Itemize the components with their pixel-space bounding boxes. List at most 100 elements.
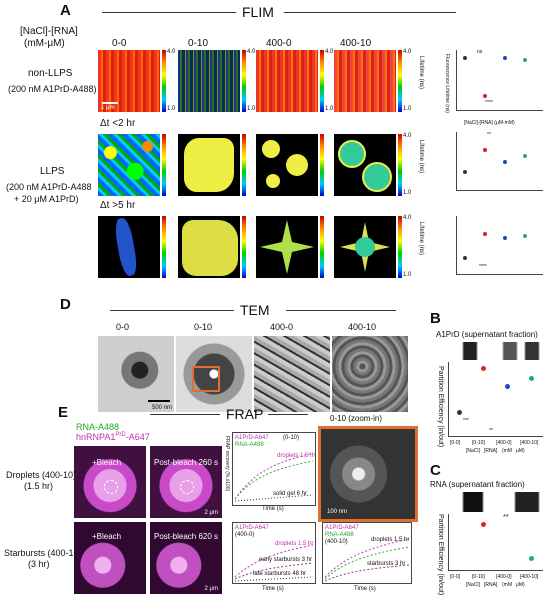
tem-title-rule-right bbox=[286, 310, 396, 311]
lifetime-label: Lifetime (ns) bbox=[418, 140, 424, 174]
frap-scale: 2 μm bbox=[204, 586, 218, 592]
panel-b-scatter: *** ** bbox=[448, 362, 543, 437]
frap-postbleach-label: Post-bleach 260 s bbox=[154, 458, 219, 467]
frap-plot2-a1: droplets 1.5 hr bbox=[275, 541, 314, 547]
data-point bbox=[529, 556, 534, 561]
tem-image-400-0 bbox=[254, 336, 330, 412]
flim-tile-r1-c4 bbox=[334, 50, 396, 112]
frap-plot2-a3: late starbursts 48 hr bbox=[253, 571, 307, 577]
panel-c-title: RNA (supernatant fraction) bbox=[430, 480, 525, 489]
panel-b-xunit-1: [RNA] bbox=[484, 448, 498, 454]
tem-title-rule-left bbox=[110, 310, 234, 311]
flim-title: FLIM bbox=[242, 4, 274, 20]
data-point bbox=[483, 148, 487, 152]
colorbar bbox=[398, 50, 402, 112]
tem-zoom-image: 100 nm bbox=[318, 426, 418, 522]
scalebar-label: 1 μm bbox=[101, 105, 115, 111]
tem-col-0: 0-0 bbox=[116, 322, 130, 332]
panel-b-xunit-2: (mM bbox=[502, 448, 512, 454]
flim-droplet bbox=[286, 154, 308, 176]
colorbar bbox=[320, 216, 324, 278]
colorbar-tick: 4.0 bbox=[325, 49, 334, 55]
sig-label: ** bbox=[503, 514, 509, 521]
data-point bbox=[463, 170, 467, 174]
flim-tile-r2-c3 bbox=[256, 134, 318, 196]
colorbar bbox=[398, 216, 402, 278]
frap-plot3-l2: RNA-A488 bbox=[325, 532, 354, 538]
tem-col-1: 0-10 bbox=[194, 322, 213, 332]
frap-legend-green: RNA-A488 bbox=[76, 422, 120, 432]
colorbar-tick: 1.0 bbox=[167, 106, 176, 112]
data-point bbox=[503, 160, 507, 164]
tem-image-400-10 bbox=[332, 336, 408, 412]
frap-plot3-a1: droplets 1.5 hr bbox=[371, 537, 410, 543]
data-point bbox=[463, 256, 467, 260]
panel-c-xunit-1: [RNA] bbox=[484, 582, 498, 588]
flim-title-rule-left bbox=[102, 12, 236, 13]
frap-plot2-a2: early starbursts 3 hr bbox=[259, 557, 313, 563]
row-llps-sublabel: (200 nM A1PrD-A488 bbox=[6, 182, 92, 192]
flim-scatter-3: **** bbox=[456, 216, 543, 275]
scalebar-line bbox=[102, 102, 118, 104]
flim-tile-r2-c4 bbox=[334, 134, 396, 196]
panel-b-xtick-3: [400-10] bbox=[520, 440, 539, 446]
row-nonllps-label: non-LLPS bbox=[28, 68, 73, 79]
flim-scatter-2: ** bbox=[456, 132, 543, 191]
colorbar-tick: 4.0 bbox=[403, 49, 412, 55]
flim-col-1: 0-10 bbox=[188, 38, 209, 49]
panel-c-scatter: ** bbox=[448, 514, 543, 571]
row-nonllps-sublabel: (200 nM A1PrD-A488) bbox=[8, 84, 97, 94]
sig-label: ns bbox=[477, 49, 483, 55]
row-llps-label: LLPS bbox=[40, 166, 65, 177]
panel-c-xunit-0: [NaCl] bbox=[466, 582, 480, 588]
condition-header: [NaCl]-[RNA] bbox=[20, 26, 78, 37]
condition-units: (mM-μM) bbox=[24, 38, 65, 49]
tem-zoom-scalebar: 100 nm bbox=[327, 509, 348, 515]
colorbar-tick: 1.0 bbox=[403, 190, 412, 196]
data-point bbox=[481, 366, 486, 371]
flim-col-2: 400-0 bbox=[266, 38, 292, 49]
frap-row1-sublabel: (1.5 hr) bbox=[24, 481, 54, 491]
flim-tile-r1-c2 bbox=[178, 50, 240, 112]
panel-b-xtick-2: [400-0] bbox=[496, 440, 512, 446]
colorbar-tick: 4.0 bbox=[167, 49, 176, 55]
sig-label: **** bbox=[479, 264, 487, 270]
frap-plot3-cond: (400-10) bbox=[325, 539, 348, 545]
flim-title-rule-right bbox=[284, 12, 456, 13]
tem-scalebar: 500 nm bbox=[151, 405, 172, 411]
colorbar bbox=[242, 50, 246, 112]
flim-droplet bbox=[262, 140, 280, 158]
frap-row2-label: Starbursts (400-10) bbox=[4, 548, 82, 558]
frap-plot1-cond: (0-10) bbox=[283, 435, 300, 441]
frap-ylabel: FRAP recovery (%,x100) bbox=[224, 436, 230, 492]
colorbar-tick: 4.0 bbox=[403, 215, 412, 221]
colorbar-tick: 4.0 bbox=[403, 133, 412, 139]
panel-label-b: B bbox=[430, 310, 441, 327]
frap-curves bbox=[234, 544, 314, 582]
frap-plot1-l2: RNA-A488 bbox=[235, 442, 264, 448]
colorbar bbox=[320, 50, 324, 112]
frap-title: FRAP bbox=[226, 406, 264, 422]
flim-tile-r3-c2 bbox=[178, 216, 240, 278]
data-point bbox=[503, 236, 507, 240]
data-point bbox=[523, 234, 527, 238]
lifetime-label: Lifetime (ns) bbox=[418, 222, 424, 256]
frap-plot2-l1: A1PrD-A647 bbox=[235, 525, 269, 531]
gel-band-image bbox=[442, 342, 542, 360]
flim-tile-r1-c1: 1 μm bbox=[98, 50, 160, 112]
data-point bbox=[483, 94, 487, 98]
flim-tile-r3-c1 bbox=[98, 216, 160, 278]
scatter-ylabel: Fluorescence Lifetime (ns) bbox=[444, 54, 450, 113]
frap-droplet-postbleach: Post-bleach 260 s 2 μm bbox=[150, 446, 222, 518]
frap-droplet-prebleach: +Bleach bbox=[74, 446, 146, 518]
flim-tile-r3-c3 bbox=[256, 216, 318, 278]
data-point bbox=[483, 232, 487, 236]
frap-plot-3: A1PrD-A647 RNA-A488 (400-10) droplets 1.… bbox=[322, 522, 412, 584]
panel-b-xunit-3: μM) bbox=[516, 448, 525, 454]
frap-row2-sublabel: (3 hr) bbox=[28, 559, 50, 569]
bleach-roi bbox=[180, 480, 194, 494]
frap-scale: 2 μm bbox=[204, 510, 218, 516]
colorbar bbox=[320, 134, 324, 196]
flim-droplet bbox=[266, 174, 280, 188]
frap-plot1-l1: A1PrD-A647 bbox=[235, 435, 269, 441]
